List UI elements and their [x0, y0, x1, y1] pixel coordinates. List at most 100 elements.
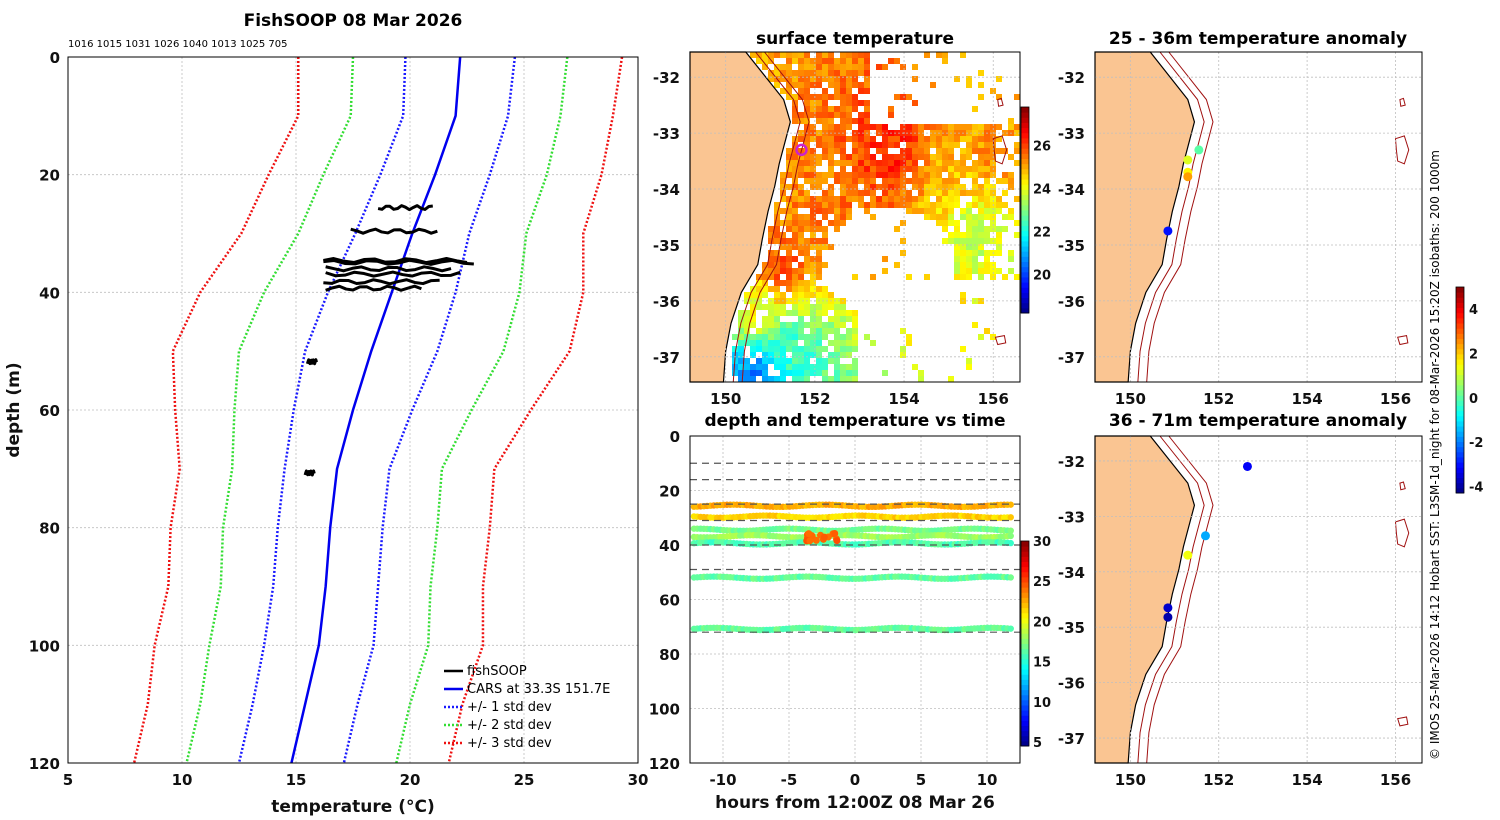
- sst-pixel: [954, 190, 960, 196]
- sst-pixel: [852, 52, 858, 58]
- sst-pixel: [732, 334, 738, 340]
- island-outline: [1397, 716, 1409, 727]
- sst-pixel: [954, 124, 960, 130]
- sst-pixel: [864, 52, 870, 58]
- sst-pixel: [828, 64, 834, 70]
- sst-pixel: [852, 358, 858, 364]
- sst-pixel: [840, 178, 846, 184]
- sst-pixel: [828, 106, 834, 112]
- anomaly-colorbar-band: [1456, 359, 1464, 365]
- sst-pixel: [834, 364, 840, 370]
- sst-pixel: [960, 172, 966, 178]
- sst-pixel: [768, 346, 774, 352]
- sst-pixel: [894, 154, 900, 160]
- sst-pixel: [882, 64, 888, 70]
- sst-pixel: [870, 202, 876, 208]
- sst-pixel: [822, 238, 828, 244]
- sst-pixel: [834, 94, 840, 100]
- sst-pixel: [804, 202, 810, 208]
- sst-pixel: [816, 172, 822, 178]
- sst-pixel: [810, 316, 816, 322]
- sst-pixel: [810, 292, 816, 298]
- sst-pixel: [942, 130, 948, 136]
- ts-colorbar-band: [1021, 715, 1029, 721]
- sst-pixel: [816, 364, 822, 370]
- sst-pixel: [1002, 214, 1008, 220]
- sst-pixel: [864, 70, 870, 76]
- anomaly-colorbar-band: [1456, 384, 1464, 391]
- lat-tick-label: -33: [1058, 125, 1085, 143]
- sst-pixel: [834, 88, 840, 94]
- sst-pixel: [852, 136, 858, 142]
- sst-pixel: [798, 202, 804, 208]
- sst-colorbar-band: [1021, 204, 1029, 211]
- sst-pixel: [816, 370, 822, 376]
- sst-pixel: [816, 112, 822, 118]
- sst-pixel: [852, 328, 858, 334]
- ts-y-tick-label: 0: [670, 428, 680, 446]
- sst-pixel: [930, 142, 936, 148]
- sst-pixel: [810, 76, 816, 82]
- sst-pixel: [804, 106, 810, 112]
- sst-colorbar-band: [1021, 132, 1029, 139]
- sst-pixel: [846, 112, 852, 118]
- sst-pixel: [996, 268, 1002, 274]
- sst-pixel: [984, 154, 990, 160]
- sst-pixel: [984, 172, 990, 178]
- sst-pixel: [876, 172, 882, 178]
- sst-pixel: [786, 250, 792, 256]
- sst-colorbar-band: [1021, 137, 1029, 144]
- sst-pixel: [774, 280, 780, 286]
- sst-pixel: [900, 166, 906, 172]
- sst-pixel: [750, 364, 756, 370]
- sst-pixel: [780, 220, 786, 226]
- sst-pixel: [774, 238, 780, 244]
- std-line-lower-std3: [132, 57, 300, 764]
- sst-pixel: [804, 292, 810, 298]
- isobath-200m: [1137, 51, 1205, 383]
- sst-pixel: [954, 256, 960, 262]
- sst-pixel: [1008, 172, 1014, 178]
- sst-pixel: [924, 166, 930, 172]
- sst-pixel: [882, 256, 888, 262]
- legend-label-obs: fishSOOP: [467, 664, 527, 679]
- sst-pixel: [816, 76, 822, 82]
- sst-pixel: [972, 214, 978, 220]
- sst-pixel: [918, 136, 924, 142]
- sst-pixel: [822, 76, 828, 82]
- sst-pixel: [846, 58, 852, 64]
- sst-pixel: [762, 262, 768, 268]
- ts-sample-point: [1007, 501, 1014, 508]
- sst-pixel: [834, 346, 840, 352]
- sst-pixel: [744, 340, 750, 346]
- sst-pixel: [828, 244, 834, 250]
- sst-colorbar-band: [1021, 179, 1029, 185]
- sst-pixel: [1014, 148, 1020, 154]
- lat-tick-label: -36: [1058, 293, 1085, 311]
- sst-pixel: [798, 298, 804, 304]
- sst-pixel: [804, 196, 810, 202]
- sst-pixel: [996, 202, 1002, 208]
- sst-pixel: [912, 154, 918, 160]
- sst-pixel: [864, 190, 870, 196]
- sst-pixel: [768, 256, 774, 262]
- sst-pixel: [762, 340, 768, 346]
- sst-pixel: [792, 352, 798, 358]
- sst-pixel: [792, 142, 798, 148]
- sst-pixel: [798, 52, 804, 58]
- sst-pixel: [798, 70, 804, 76]
- land-area: [1094, 435, 1196, 764]
- sst-pixel: [918, 184, 924, 190]
- sst-pixel: [936, 208, 942, 214]
- ts-colorbar-band: [1021, 576, 1029, 583]
- sst-pixel: [912, 196, 918, 202]
- sst-pixel: [858, 70, 864, 76]
- sst-pixel: [1014, 124, 1020, 130]
- anomaly-colorbar-band: [1456, 405, 1464, 412]
- sst-pixel: [780, 310, 786, 316]
- sst-pixel: [978, 160, 984, 166]
- anomaly-colorbar-band: [1456, 477, 1464, 484]
- sst-pixel: [900, 202, 906, 208]
- sst-pixel: [990, 196, 996, 202]
- ts-colorbar-band: [1021, 617, 1029, 624]
